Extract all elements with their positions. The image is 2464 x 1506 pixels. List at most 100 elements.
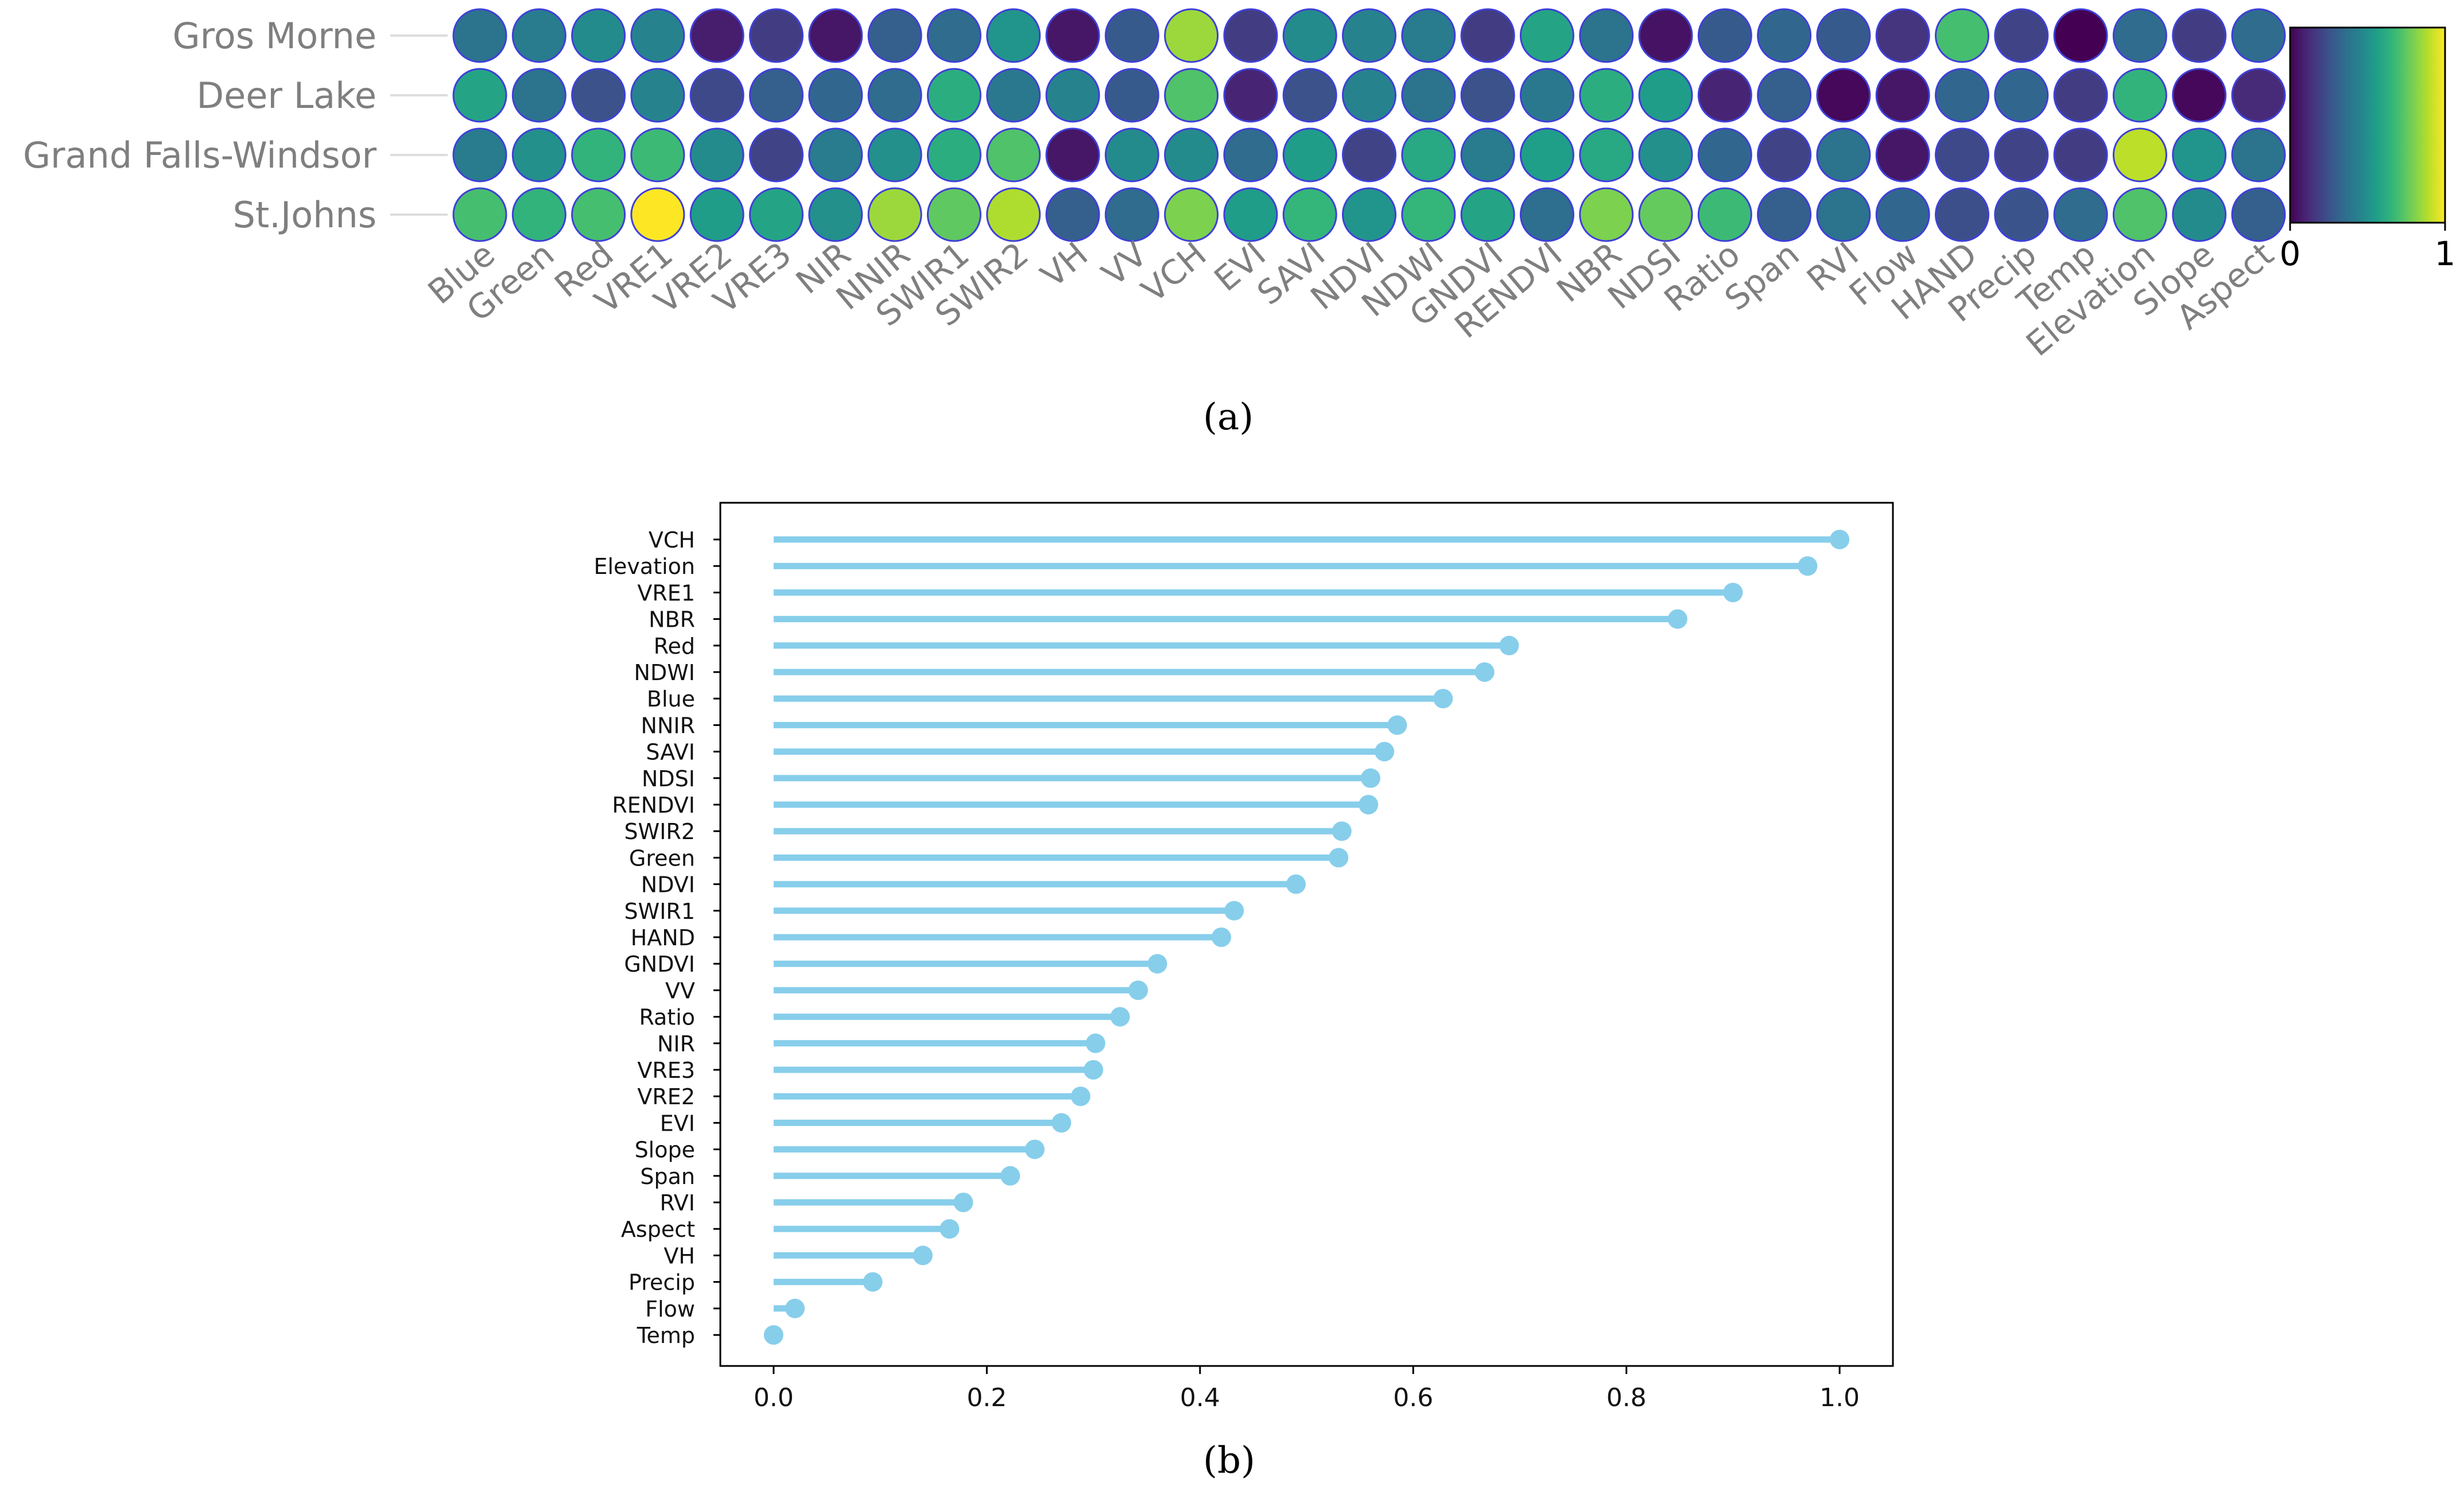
y-tick-label-ratio: Ratio bbox=[639, 1005, 695, 1030]
y-tick-label-span: Span bbox=[640, 1164, 695, 1189]
bubble-deer-lake-nir bbox=[808, 68, 863, 123]
column-label-vh: VH bbox=[1033, 235, 1095, 296]
y-tick-label-evi: EVI bbox=[660, 1111, 695, 1136]
point-savi bbox=[1375, 742, 1395, 762]
bubble-deer-lake-vch bbox=[1164, 68, 1219, 123]
bubble-grand-falls-windsor-red bbox=[571, 127, 626, 183]
bubble-grand-falls-windsor-ndwi bbox=[1401, 127, 1456, 183]
bubble-deer-lake-hand bbox=[1935, 68, 1989, 123]
bubble-st-johns-ndwi bbox=[1401, 187, 1456, 242]
bubble-gros-morne-ndvi bbox=[1342, 8, 1396, 63]
point-evi bbox=[1051, 1113, 1072, 1133]
point-red bbox=[1499, 635, 1519, 655]
bubble-st-johns-swir2 bbox=[986, 187, 1041, 242]
bubble-deer-lake-precip bbox=[1994, 68, 2049, 123]
bubble-grand-falls-windsor-flow bbox=[1875, 127, 1930, 183]
bubble-deer-lake-swir1 bbox=[926, 68, 981, 123]
bubble-grand-falls-windsor-rendvi bbox=[1519, 127, 1574, 183]
bubble-st-johns-flow bbox=[1875, 187, 1930, 242]
point-swir2 bbox=[1332, 821, 1352, 841]
bubble-grand-falls-windsor-aspect bbox=[2231, 127, 2286, 183]
bubble-gros-morne-elevation bbox=[2112, 8, 2167, 63]
bubble-deer-lake-savi bbox=[1282, 68, 1337, 123]
y-tick-label-temp: Temp bbox=[637, 1323, 695, 1348]
bubble-st-johns-swir1 bbox=[926, 187, 981, 242]
bubble-st-johns-vre3 bbox=[749, 187, 804, 242]
bubble-deer-lake-aspect bbox=[2231, 68, 2286, 123]
bubble-grand-falls-windsor-elevation bbox=[2112, 127, 2167, 183]
y-tick-label-slope: Slope bbox=[635, 1138, 695, 1163]
bubble-deer-lake-ndvi bbox=[1342, 68, 1396, 123]
bubble-gros-morne-ndsi bbox=[1638, 8, 1693, 63]
y-tick-label-ndvi: NDVI bbox=[641, 872, 695, 898]
row-label-st-johns: St.Johns bbox=[233, 194, 377, 236]
bubble-st-johns-span bbox=[1757, 187, 1812, 242]
bubble-grand-falls-windsor-vv bbox=[1104, 127, 1159, 183]
bubble-deer-lake-vh bbox=[1045, 68, 1100, 123]
point-nbr bbox=[1667, 609, 1687, 629]
y-tick-label-vh: VH bbox=[663, 1243, 695, 1268]
y-tick-label-gndvi: GNDVI bbox=[624, 952, 695, 977]
bubble-st-johns-elevation bbox=[2112, 187, 2167, 242]
point-precip bbox=[863, 1272, 883, 1292]
y-tick-label-blue: Blue bbox=[647, 686, 695, 712]
point-vre3 bbox=[1084, 1060, 1104, 1080]
bubble-gros-morne-vre1 bbox=[630, 8, 685, 63]
bubble-gros-morne-savi bbox=[1282, 8, 1337, 63]
y-tick-label-precip: Precip bbox=[628, 1270, 695, 1295]
point-swir1 bbox=[1224, 901, 1244, 921]
colorbar-tick-label: 1 bbox=[2435, 234, 2456, 273]
y-tick-label-swir1: SWIR1 bbox=[624, 899, 695, 924]
bubble-st-johns-blue bbox=[452, 187, 507, 242]
y-tick-label-nbr: NBR bbox=[649, 607, 695, 632]
bubble-deer-lake-vre1 bbox=[630, 68, 685, 123]
bubble-gros-morne-vch bbox=[1164, 8, 1219, 63]
y-tick-label-nir: NIR bbox=[657, 1031, 695, 1057]
bubble-grand-falls-windsor-vre3 bbox=[749, 127, 804, 183]
bubble-st-johns-nbr bbox=[1579, 187, 1634, 242]
colorbar bbox=[2289, 26, 2446, 224]
bubble-grand-falls-windsor-blue bbox=[452, 127, 507, 183]
bubble-grand-falls-windsor-swir1 bbox=[926, 127, 981, 183]
bubble-grand-falls-windsor-swir2 bbox=[986, 127, 1041, 183]
bubble-grand-falls-windsor-savi bbox=[1282, 127, 1337, 183]
bubble-grand-falls-windsor-precip bbox=[1994, 127, 2049, 183]
bubble-st-johns-ndvi bbox=[1342, 187, 1396, 242]
bubble-grand-falls-windsor-rvi bbox=[1816, 127, 1871, 183]
bubble-st-johns-aspect bbox=[2231, 187, 2286, 242]
bubble-st-johns-gndvi bbox=[1460, 187, 1515, 242]
point-vh bbox=[913, 1245, 933, 1266]
bubble-st-johns-ratio bbox=[1697, 187, 1752, 242]
y-tick-label-vre2: VRE2 bbox=[637, 1084, 695, 1109]
point-nir bbox=[1085, 1033, 1105, 1053]
colorbar-tick-label: 0 bbox=[2280, 234, 2301, 273]
y-tick-label-green: Green bbox=[629, 845, 695, 871]
bubble-st-johns-vv bbox=[1104, 187, 1159, 242]
y-tick-label-aspect: Aspect bbox=[621, 1217, 695, 1242]
bubble-gros-morne-aspect bbox=[2231, 8, 2286, 63]
point-ratio bbox=[1110, 1007, 1130, 1027]
bubble-deer-lake-gndvi bbox=[1460, 68, 1515, 123]
y-tick-label-red: Red bbox=[654, 634, 695, 659]
point-flow bbox=[785, 1298, 805, 1318]
caption-a: (a) bbox=[1203, 396, 1254, 438]
row-label-deer-lake: Deer Lake bbox=[196, 75, 377, 117]
row-label-grand-falls-windsor: Grand Falls-Windsor bbox=[23, 134, 377, 176]
y-tick-label-vv: VV bbox=[665, 978, 695, 1003]
bubble-grand-falls-windsor-ndsi bbox=[1638, 127, 1693, 183]
bubble-gros-morne-vh bbox=[1045, 8, 1100, 63]
bubble-grand-falls-windsor-gndvi bbox=[1460, 127, 1515, 183]
y-tick-label-savi: SAVI bbox=[646, 740, 695, 765]
bubble-gros-morne-vre3 bbox=[749, 8, 804, 63]
bubble-st-johns-rendvi bbox=[1519, 187, 1574, 242]
point-vch bbox=[1830, 530, 1850, 549]
bubble-grand-falls-windsor-slope bbox=[2172, 127, 2227, 183]
point-ndwi bbox=[1474, 662, 1495, 682]
y-tick-label-ndsi: NDSI bbox=[642, 766, 695, 791]
x-tick-label-0-4: 0.4 bbox=[1180, 1383, 1220, 1412]
bubble-grand-falls-windsor-vre1 bbox=[630, 127, 685, 183]
y-tick-label-nnir: NNIR bbox=[641, 713, 695, 738]
bubble-grand-falls-windsor-evi bbox=[1223, 127, 1278, 183]
bubble-gros-morne-nbr bbox=[1579, 8, 1634, 63]
